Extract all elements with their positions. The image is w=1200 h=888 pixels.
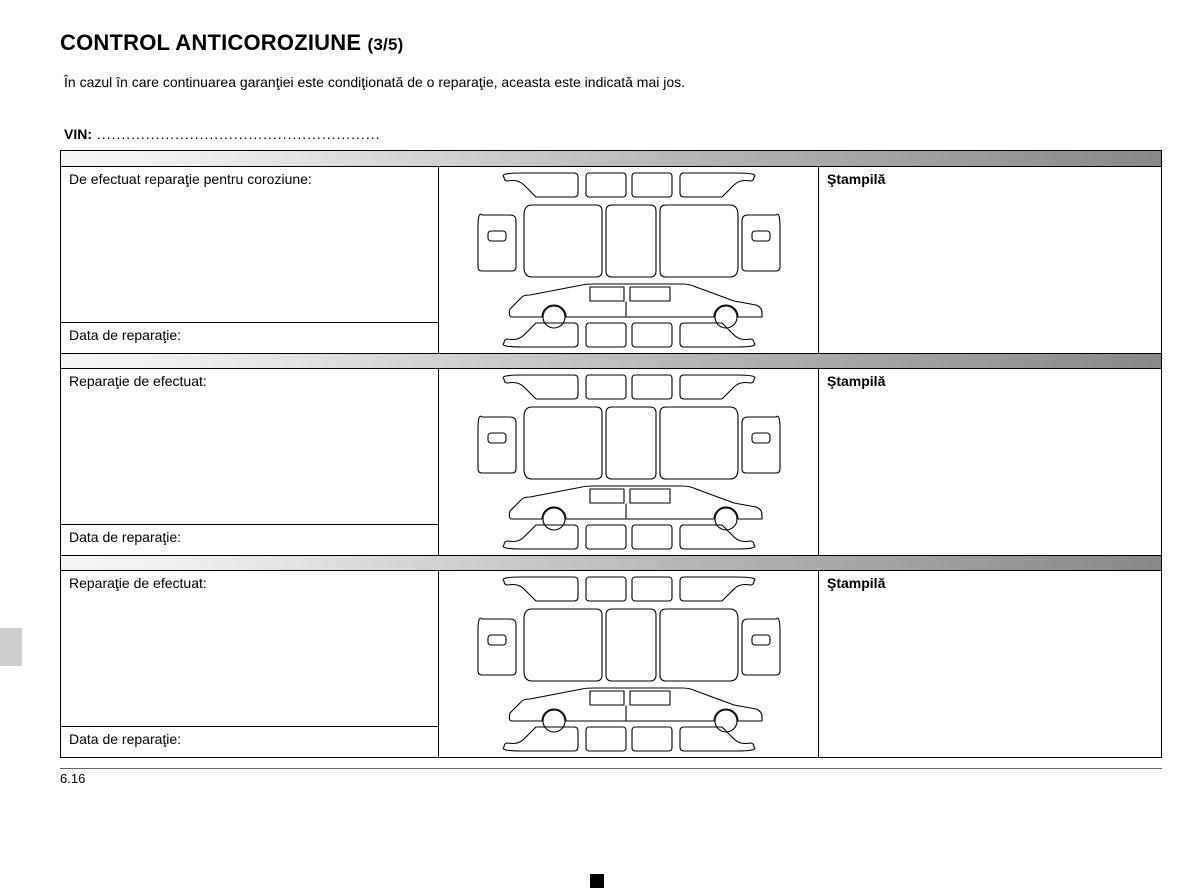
footer-marker (590, 874, 604, 888)
car-body-diagram-icon (474, 373, 784, 551)
page-footer: 6.16 (60, 768, 1162, 786)
gradient-band (61, 555, 1161, 571)
page: CONTROL ANTICOROZIUNE (3/5) În cazul în … (0, 0, 1200, 796)
repair-date-label: Data de reparaţie: (61, 727, 438, 757)
car-diagram-cell (439, 571, 819, 757)
stamp-label: Ştampilă (819, 167, 1161, 353)
record-left: Reparaţie de efectuat: Data de reparaţie… (61, 571, 439, 757)
side-tab (0, 628, 22, 666)
car-body-diagram-icon (474, 171, 784, 349)
vin-label: VIN: (64, 126, 92, 142)
car-diagram-cell (439, 369, 819, 555)
title-sub: (3/5) (368, 35, 404, 54)
intro-text: În cazul în care continuarea garanţiei e… (64, 74, 1162, 90)
repair-needed-label: Reparaţie de efectuat: (61, 369, 438, 525)
repair-date-label: Data de reparaţie: (61, 323, 438, 353)
gradient-band (61, 353, 1161, 369)
vin-line: VIN: ...................................… (64, 126, 1162, 142)
repair-needed-label: De efectuat reparaţie pentru coroziune: (61, 167, 438, 323)
repair-date-label: Data de reparaţie: (61, 525, 438, 555)
car-diagram-cell (439, 167, 819, 353)
gradient-band (61, 151, 1161, 167)
stamp-label: Ştampilă (819, 369, 1161, 555)
car-body-diagram-icon (474, 575, 784, 753)
records-table: De efectuat reparaţie pentru coroziune: … (60, 150, 1162, 758)
vin-dots: ........................................… (92, 126, 381, 142)
page-title: CONTROL ANTICOROZIUNE (3/5) (60, 30, 1162, 56)
record-row: De efectuat reparaţie pentru coroziune: … (61, 167, 1161, 353)
title-main: CONTROL ANTICOROZIUNE (60, 30, 361, 55)
record-left: De efectuat reparaţie pentru coroziune: … (61, 167, 439, 353)
record-left: Reparaţie de efectuat: Data de reparaţie… (61, 369, 439, 555)
record-row: Reparaţie de efectuat: Data de reparaţie… (61, 369, 1161, 555)
record-row: Reparaţie de efectuat: Data de reparaţie… (61, 571, 1161, 757)
stamp-label: Ştampilă (819, 571, 1161, 757)
page-number: 6.16 (60, 771, 85, 786)
repair-needed-label: Reparaţie de efectuat: (61, 571, 438, 727)
